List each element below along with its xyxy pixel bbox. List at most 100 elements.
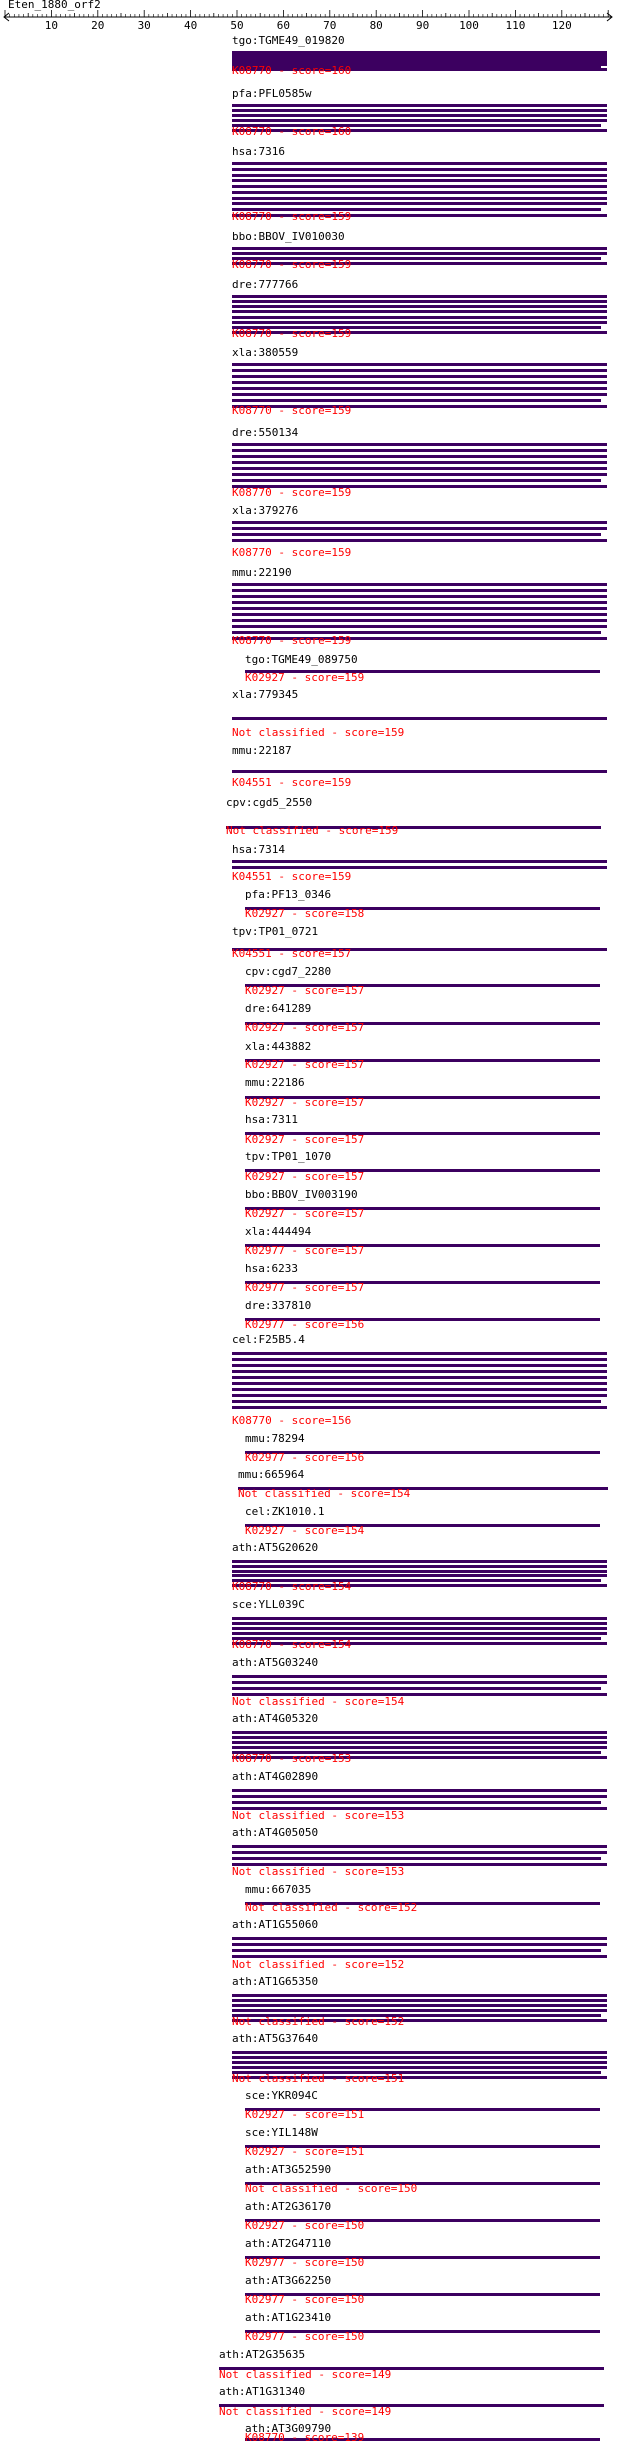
alignment-segment[interactable] — [232, 1937, 607, 1940]
gene-id-link[interactable]: cel:ZK1010.1 — [245, 1505, 325, 1518]
gene-id-link[interactable]: xla:779345 — [232, 688, 299, 701]
alignment-segment[interactable] — [232, 119, 607, 122]
alignment-segment[interactable] — [232, 214, 607, 217]
alignment-segment[interactable] — [232, 860, 607, 863]
gene-id-link[interactable]: ath:AT2G35635 — [219, 2348, 306, 2361]
alignment-segment[interactable] — [232, 53, 607, 57]
gene-id-link[interactable]: ath:AT1G55060 — [232, 1918, 319, 1931]
gene-id-link[interactable]: mmu:22186 — [245, 1076, 305, 1089]
gene-id-link[interactable]: dre:337810 — [245, 1299, 312, 1312]
alignment-segment[interactable] — [232, 1845, 607, 1848]
alignment-segment[interactable] — [232, 1579, 601, 1583]
ko-score-label[interactable]: K02977 - score=156 — [245, 1451, 365, 1464]
ko-score-label[interactable]: Not classified - score=154 — [232, 1695, 405, 1708]
alignment-segment[interactable] — [232, 1857, 601, 1860]
alignment-segment[interactable] — [232, 124, 601, 127]
alignment-segment[interactable] — [232, 1370, 607, 1373]
alignment-segment[interactable] — [232, 252, 607, 255]
alignment-segment[interactable] — [232, 2071, 601, 2074]
alignment-segment[interactable] — [232, 375, 607, 378]
ko-score-label[interactable]: K08770 - score=159 — [232, 634, 352, 647]
gene-id-link[interactable]: dre:641289 — [245, 1002, 312, 1015]
alignment-segment[interactable] — [232, 51, 607, 54]
ko-score-label[interactable]: K02927 - score=157 — [245, 1207, 365, 1220]
gene-id-link[interactable]: dre:550134 — [232, 426, 299, 439]
alignment-segment[interactable] — [232, 1693, 607, 1696]
alignment-segment[interactable] — [232, 521, 607, 524]
gene-id-link[interactable]: ath:AT4G05320 — [232, 1712, 319, 1725]
ko-score-label[interactable]: K02927 - score=157 — [245, 1096, 365, 1109]
alignment-segment[interactable] — [232, 315, 607, 319]
ko-score-label[interactable]: K08770 - score=159 — [232, 210, 352, 223]
alignment-segment[interactable] — [232, 1584, 607, 1587]
alignment-segment[interactable] — [245, 2219, 600, 2222]
ko-score-label[interactable]: K08770 - score=154 — [232, 1580, 352, 1593]
alignment-segment[interactable] — [245, 2145, 600, 2148]
alignment-segment[interactable] — [232, 387, 607, 390]
gene-id-link[interactable]: hsa:6233 — [245, 1262, 298, 1275]
gene-id-link[interactable]: xla:444494 — [245, 1225, 312, 1238]
alignment-segment[interactable] — [232, 637, 607, 640]
gene-id-link[interactable]: hsa:7314 — [232, 843, 285, 856]
alignment-segment[interactable] — [232, 613, 607, 616]
alignment-segment[interactable] — [232, 363, 607, 366]
ko-score-label[interactable]: K08770 - score=156 — [232, 1414, 352, 1427]
alignment-segment[interactable] — [232, 1388, 607, 1391]
alignment-segment[interactable] — [226, 826, 601, 829]
alignment-segment[interactable] — [232, 2014, 601, 2017]
gene-id-link[interactable]: bbo:BBOV_IV003190 — [245, 1188, 358, 1201]
alignment-segment[interactable] — [232, 1569, 607, 1573]
ko-score-label[interactable]: K04551 - score=157 — [232, 947, 352, 960]
gene-id-link[interactable]: ath:AT1G31340 — [219, 2385, 306, 2398]
alignment-segment[interactable] — [232, 1681, 607, 1684]
ko-score-label[interactable]: Not classified - score=151 — [232, 2072, 405, 2085]
alignment-segment[interactable] — [232, 948, 607, 951]
alignment-segment[interactable] — [232, 399, 601, 402]
ko-score-label[interactable]: K02927 - score=157 — [245, 1133, 365, 1146]
alignment-segment[interactable] — [232, 461, 607, 464]
gene-id-link[interactable]: cel:F25B5.4 — [232, 1333, 305, 1346]
alignment-segment[interactable] — [232, 2076, 607, 2079]
alignment-segment[interactable] — [232, 262, 607, 265]
gene-id-link[interactable]: ath:AT2G36170 — [245, 2200, 332, 2213]
alignment-segment[interactable] — [232, 455, 607, 458]
alignment-segment[interactable] — [232, 485, 607, 488]
ko-score-label[interactable]: Not classified - score=153 — [232, 1865, 405, 1878]
alignment-segment[interactable] — [232, 295, 607, 298]
alignment-segment[interactable] — [245, 2108, 600, 2111]
alignment-segment[interactable] — [232, 2051, 607, 2054]
alignment-segment[interactable] — [232, 1574, 607, 1578]
alignment-segment[interactable] — [232, 533, 601, 536]
ko-score-label[interactable]: K02977 - score=150 — [245, 2256, 365, 2269]
ko-score-label[interactable]: K08770 - score=159 — [232, 327, 352, 340]
ko-score-label[interactable]: Not classified - score=154 — [238, 1487, 411, 1500]
gene-id-link[interactable]: sce:YLL039C — [232, 1598, 305, 1611]
gene-id-link[interactable]: tgo:TGME49_019820 — [232, 34, 345, 47]
alignment-segment[interactable] — [245, 1059, 600, 1062]
alignment-segment[interactable] — [232, 1801, 601, 1804]
ko-score-label[interactable]: K02977 - score=150 — [245, 2293, 365, 2306]
alignment-segment[interactable] — [232, 589, 607, 592]
alignment-segment[interactable] — [232, 2056, 607, 2059]
gene-id-link[interactable]: ath:AT5G03240 — [232, 1656, 319, 1669]
alignment-segment[interactable] — [232, 1675, 607, 1678]
gene-id-link[interactable]: ath:AT3G62250 — [245, 2274, 332, 2287]
alignment-segment[interactable] — [232, 1622, 607, 1625]
alignment-segment[interactable] — [232, 1863, 607, 1866]
alignment-segment[interactable] — [232, 173, 607, 177]
alignment-segment[interactable] — [232, 1736, 607, 1739]
alignment-segment[interactable] — [232, 1746, 607, 1749]
gene-id-link[interactable]: xla:380559 — [232, 346, 299, 359]
alignment-segment[interactable] — [232, 1756, 607, 1759]
alignment-segment[interactable] — [232, 162, 607, 165]
gene-id-link[interactable]: xla:379276 — [232, 504, 299, 517]
ko-score-label[interactable]: K08770 - score=139 — [245, 2431, 365, 2444]
alignment-segment[interactable] — [232, 1617, 607, 1620]
alignment-segment[interactable] — [245, 1022, 600, 1025]
alignment-segment[interactable] — [245, 1318, 600, 1321]
gene-id-link[interactable]: ath:AT4G05050 — [232, 1826, 319, 1839]
alignment-segment[interactable] — [232, 2061, 607, 2064]
ko-score-label[interactable]: K02927 - score=151 — [245, 2145, 365, 2158]
alignment-segment[interactable] — [232, 1687, 601, 1690]
ko-score-label[interactable]: Not classified - score=159 — [232, 726, 405, 739]
